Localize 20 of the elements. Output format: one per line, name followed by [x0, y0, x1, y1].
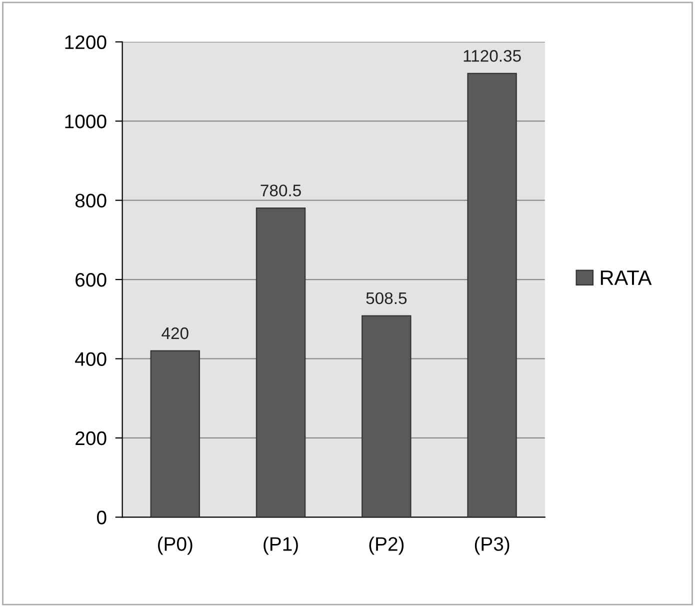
y-tick-label: 800	[75, 194, 106, 208]
data-label: 420	[162, 327, 188, 340]
bar	[467, 72, 517, 518]
y-tick-label: 200	[76, 431, 106, 446]
x-tick-label: (P0)	[158, 536, 192, 555]
bar	[256, 207, 306, 518]
legend-label: RATA	[600, 270, 652, 285]
bar	[150, 350, 200, 518]
y-tick-label: 1200	[65, 35, 106, 50]
y-tick-label: 0	[96, 510, 106, 524]
x-tick-label: (P1)	[264, 536, 298, 555]
data-label: 508.5	[366, 292, 407, 304]
y-tick-label: 1000	[65, 114, 106, 128]
data-label: 780.5	[260, 184, 301, 196]
x-tick-label: (P3)	[474, 536, 510, 555]
y-tick-label: 400	[75, 352, 106, 366]
x-tick-label: (P2)	[369, 536, 404, 555]
bar	[362, 315, 412, 518]
y-tick-label: 600	[76, 272, 106, 287]
data-label: 1120.35	[464, 50, 521, 62]
